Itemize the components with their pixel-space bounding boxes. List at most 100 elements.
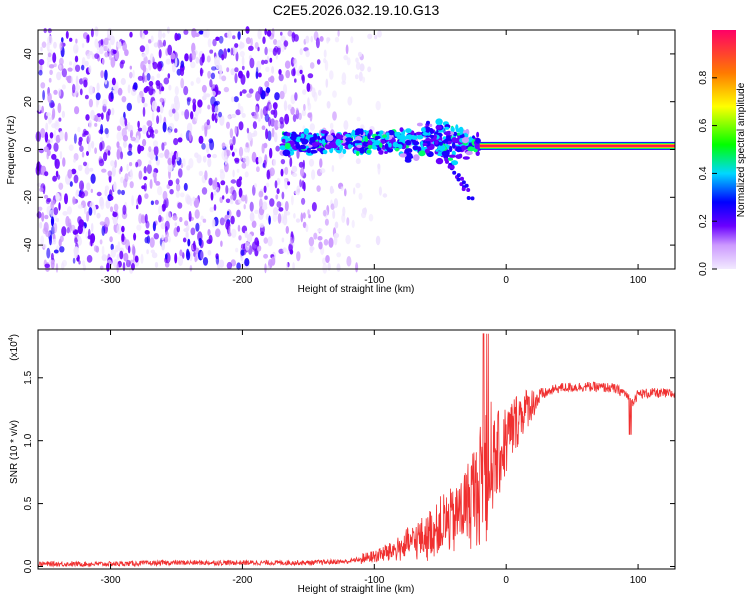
spectrogram-noise-cell [114,159,117,168]
spectrogram-band-cell [405,134,414,140]
spectrogram-noise-cell [251,220,257,228]
spectrogram-noise-cell [86,255,93,263]
spectrogram-noise-cell [88,119,93,129]
spectrogram-noise-cell [286,249,290,255]
spectrogram-noise-cell [122,261,126,272]
spectrogram-streak-cell [461,180,466,185]
spectrogram-noise-cell [182,158,186,167]
snr-y-multiplier: (x104) [8,334,20,361]
spectrogram-streak-cell [444,157,449,162]
spectrogram-noise-cell [161,142,165,151]
spectrogram-noise-cell [109,195,114,201]
spectrogram-noise-cell [154,129,159,135]
spectrogram-noise-cell [157,29,163,41]
spectrogram-noise-cell [162,190,168,201]
spectrogram-noise-cell [362,76,366,83]
spectrogram-noise-cell [302,89,307,95]
spectrogram-band-cell [303,128,309,135]
spectrogram-noise-cell [234,157,240,163]
spectrogram-noise-cell [317,236,323,241]
spectrogram-noise-cell [188,210,192,222]
spectrogram-noise-cell [173,138,179,146]
spectrogram-noise-cell [358,71,363,82]
snr-frame [37,329,676,570]
spectrogram-noise-cell [209,79,213,88]
spectrogram-noise-cell [127,245,131,254]
spectrogram-noise-cell [100,137,103,142]
spectrogram-noise-cell [241,162,247,169]
spectrogram-band-cell [449,131,455,135]
spectrogram-noise-cell [224,155,228,165]
spectrogram-band-cell [399,127,404,132]
spectrogram-noise-cell [61,259,67,267]
spectrogram-noise-cell [101,245,105,256]
spectrogram-noise-cell [293,67,296,76]
spectrogram-noise-cell [205,28,210,39]
spectrogram-noise-cell [358,192,363,200]
spectrogram-noise-cell [209,49,214,54]
spectrogram-noise-cell [62,157,66,167]
spectrogram-noise-cell [141,124,147,135]
spectrogram-noise-cell [322,209,327,217]
snr-y-multiplier-base: (x10 [9,341,20,361]
spectrogram-noise-cell [111,165,116,177]
spectrogram-streak-cell [470,196,475,201]
spectrogram-noise-cell [55,217,60,223]
spectrogram-noise-cell [173,111,180,122]
spectrogram-band-cell [437,144,446,151]
spectrogram-noise-cell [149,53,154,64]
spectrogram-noise-cell [227,211,230,216]
spectrogram-noise-cell [342,206,346,217]
spectrogram-noise-cell [207,38,212,48]
spectrogram-noise-cell [290,106,295,115]
spectrogram-noise-cell [131,195,135,206]
spectrogram-noise-cell [155,181,161,186]
spectrogram-band-cell [320,130,328,134]
spectrogram-noise-cell [88,207,93,216]
spectrogram-noise-cell [110,160,115,167]
spectrogram-noise-cell [42,244,47,249]
spectrogram-noise-cell [100,124,104,135]
spectrogram-noise-cell [111,107,115,116]
spectrogram-noise-cell [192,102,197,113]
spectrogram-noise-cell [57,102,62,114]
snr-series-line [37,333,676,568]
spectrogram-noise-cell [89,167,94,172]
spectrogram-noise-cell [161,234,164,241]
spectrogram-noise-cell [116,223,122,235]
spectrogram-noise-cell [149,149,155,161]
spectrogram-noise-cell [104,185,109,191]
spectrogram-noise-cell [39,221,43,229]
spectrogram-noise-cell [134,255,139,263]
spectrogram-noise-cell [219,196,223,204]
spectrogram-noise-cell [168,236,171,243]
spectrogram-noise-cell [325,78,329,88]
spectrogram-noise-cell [244,171,249,178]
spectrogram-noise-cell [83,79,88,88]
spectrogram-y-axis: -40 -20 0 20 40 [23,48,675,252]
spectrogram-noise-cell [48,64,55,69]
spectrogram-noise-cell [222,195,225,200]
spectrogram-noise-cell [219,170,225,181]
spectrogram-noise-cell [112,49,117,54]
spectrogram-noise-cell [121,127,128,138]
spectrogram-band-cell [374,135,381,140]
spectrogram-band-cell [424,148,430,154]
spectrogram-noise-cell [367,66,372,73]
spectrogram-band-cell [405,139,412,146]
spectrogram-band-cell [435,148,439,152]
spectrogram-noise-cell [302,221,307,229]
spectrogram-noise-cell [308,214,311,219]
spectrogram-noise-cell [303,103,306,111]
spectrogram-noise-cell [150,75,155,81]
spectrogram-noise-cell [323,49,327,58]
spectrogram-noise-cell [253,183,257,188]
spectrogram-noise-cell [322,262,328,274]
spectrogram-noise-cell [168,179,173,187]
spectrogram-noise-cell [316,59,321,65]
colorbar-tick-label: 0.0 [698,262,709,276]
spectrogram-noise-cell [211,66,217,71]
spectrogram-noise-cell [137,75,144,81]
spectrogram-noise-cell [72,83,76,94]
